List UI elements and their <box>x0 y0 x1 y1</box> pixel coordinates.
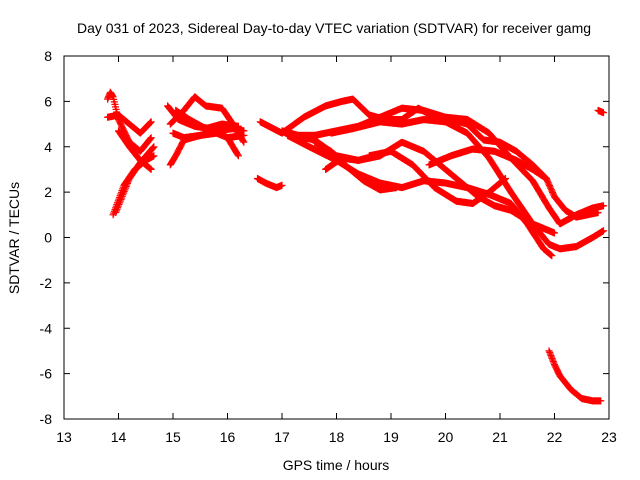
data-point <box>122 183 130 191</box>
data-point <box>112 207 120 215</box>
x-tick-label: 20 <box>438 429 454 445</box>
data-point <box>542 175 550 182</box>
x-tick-label: 19 <box>383 429 399 445</box>
data-point <box>546 350 554 358</box>
x-tick-label: 15 <box>165 429 181 445</box>
data-point <box>278 181 286 189</box>
data-point <box>150 143 158 151</box>
data-point <box>393 184 400 192</box>
data-point <box>240 127 248 135</box>
data-point <box>240 138 248 146</box>
series-sat-a <box>104 88 155 155</box>
data-point <box>116 199 124 207</box>
data-point <box>545 347 553 355</box>
y-tick-label: 8 <box>44 48 52 64</box>
x-tick-label: 14 <box>111 429 127 445</box>
series-sat-r <box>365 147 509 207</box>
series-sat-s <box>425 145 550 182</box>
data-point <box>548 252 556 260</box>
data-point <box>150 152 158 160</box>
data-point <box>124 178 132 186</box>
data-point <box>116 197 124 205</box>
x-axis: 13 14 15 16 17 18 19 20 21 22 23 <box>56 56 617 445</box>
x-tick-label: 21 <box>492 429 508 445</box>
plot-frame <box>63 55 610 420</box>
data-points <box>104 88 607 405</box>
y-tick-label: 6 <box>44 93 52 109</box>
data-point <box>147 118 155 126</box>
x-tick-label: 13 <box>56 429 72 445</box>
data-point <box>600 109 607 117</box>
series-sat-u <box>545 347 605 405</box>
x-tick-label: 18 <box>329 429 345 445</box>
data-point <box>234 152 242 160</box>
x-tick-label: 23 <box>601 429 617 445</box>
x-tick-label: 17 <box>274 429 290 445</box>
data-point <box>120 188 128 195</box>
series-sat-m <box>278 104 607 228</box>
y-tick-label: -4 <box>40 320 53 336</box>
data-point <box>124 179 131 187</box>
data-point <box>548 355 556 362</box>
y-tick-label: -8 <box>40 411 53 427</box>
data-point <box>118 194 126 202</box>
data-point <box>149 144 157 152</box>
y-axis: -8 -6 -4 -2 0 2 4 6 8 <box>40 48 609 427</box>
data-point <box>549 358 557 365</box>
data-point <box>119 191 127 199</box>
data-point <box>146 135 154 143</box>
data-point <box>115 200 123 208</box>
x-tick-label: 22 <box>547 429 563 445</box>
y-tick-label: -2 <box>40 275 53 291</box>
series-sat-n <box>289 131 607 253</box>
y-tick-label: 4 <box>44 139 52 155</box>
y-tick-label: 2 <box>44 184 52 200</box>
data-point <box>122 184 129 192</box>
data-point <box>147 134 155 142</box>
y-axis-label: SDTVAR / TECUs <box>6 182 22 294</box>
series-sat-j <box>172 106 242 133</box>
data-point <box>114 204 122 212</box>
series-sat-q <box>322 152 379 173</box>
series-sat-t <box>327 116 558 237</box>
data-point <box>597 397 605 405</box>
series-sat-k <box>254 175 286 192</box>
x-axis-label: GPS time / hours <box>283 457 390 473</box>
y-tick-label: -6 <box>40 366 53 382</box>
series-sat-v <box>594 106 607 117</box>
data-point <box>123 181 131 189</box>
x-tick-label: 16 <box>220 429 236 445</box>
data-point <box>600 227 607 235</box>
series-sat-b <box>104 111 155 137</box>
data-point <box>600 202 607 210</box>
data-point <box>147 165 155 173</box>
data-point <box>234 122 242 130</box>
y-tick-label: 0 <box>44 230 52 246</box>
data-point <box>551 229 558 237</box>
chart-title: Day 031 of 2023, Sidereal Day-to-day VTE… <box>77 20 591 36</box>
series-sat-e <box>115 127 155 173</box>
